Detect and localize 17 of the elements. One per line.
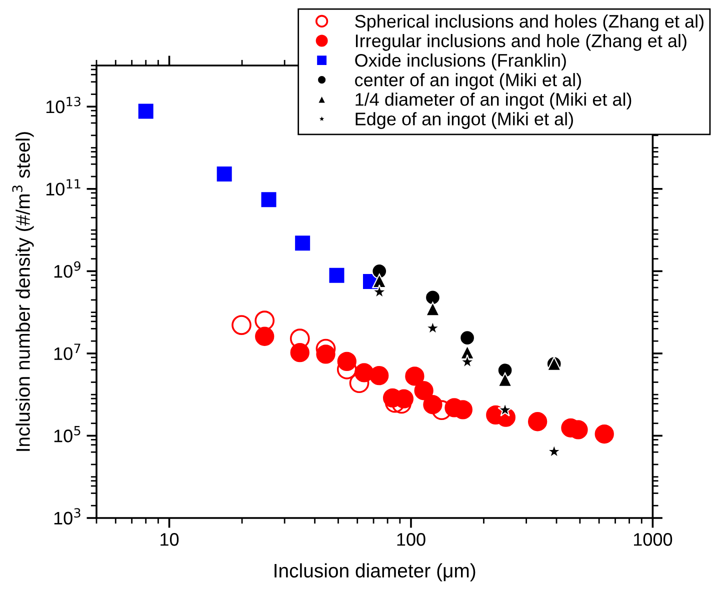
x-tick-label: 100 (397, 533, 426, 546)
legend-label: Edge of an ingot (Miki et al) (356, 112, 573, 129)
y-tick-label: 10$^{9}$ (54, 261, 80, 278)
x-axis-title: Inclusion diameter (μm) (274, 563, 476, 582)
y-tick-label: 10$^{13}$ (46, 96, 80, 114)
legend-label: Spherical inclusions and holes (Zhang et al) (355, 14, 704, 32)
y-axis-title: Inclusion number density (#/m$^{3}$ steel) (12, 132, 34, 451)
x-tick-label: 1000 (634, 533, 672, 546)
legend-label: center of an ingot (Miki et al) (355, 73, 581, 90)
x-tick-label: 10 (160, 533, 179, 546)
legend-label: Irregular inclusions and hole (Zhang et al) (356, 34, 686, 51)
legend-label: 1/4 diameter of an ingot (Miki et al) (356, 92, 632, 110)
y-tick-label: 10$^{7}$ (54, 344, 80, 360)
y-tick-label: 10$^{3}$ (54, 508, 80, 525)
y-tick-label: 10$^{11}$ (46, 179, 80, 196)
y-tick-label: 10$^{5}$ (54, 426, 80, 442)
legend-label: Oxide inclusions (Franklin) (355, 54, 566, 70)
